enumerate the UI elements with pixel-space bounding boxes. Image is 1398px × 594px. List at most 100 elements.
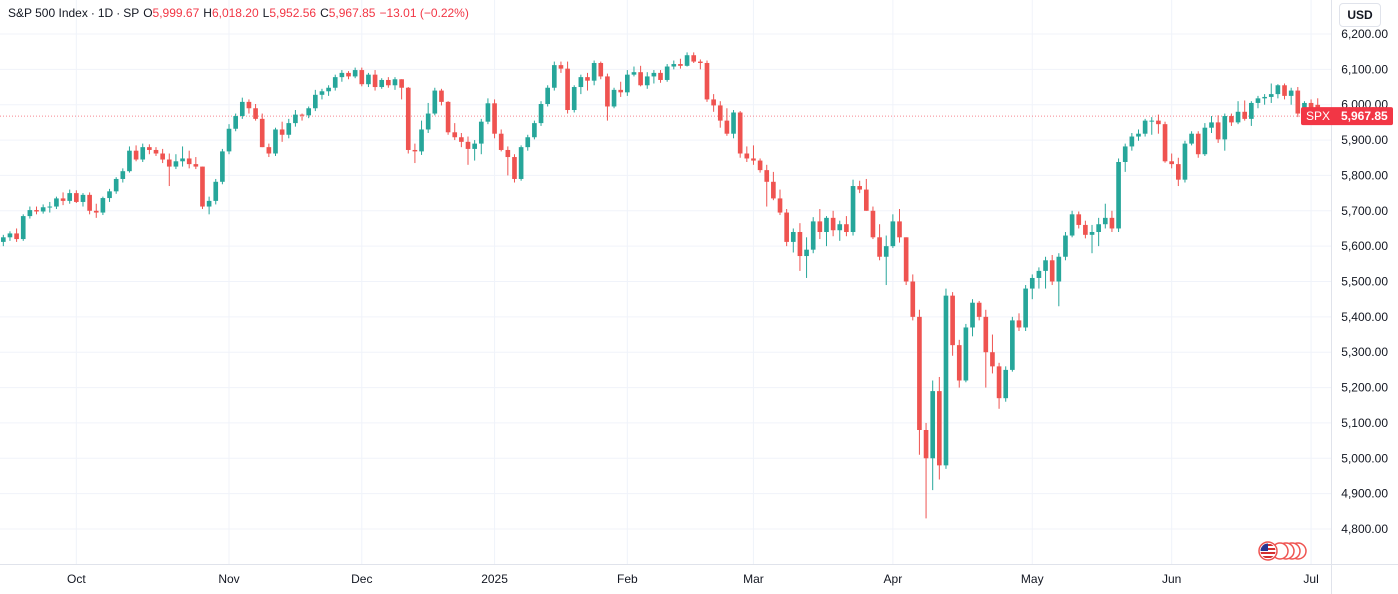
candle bbox=[671, 60, 677, 70]
candle bbox=[445, 101, 451, 135]
candle bbox=[571, 85, 577, 113]
candle-body bbox=[120, 171, 126, 179]
candle bbox=[1262, 94, 1267, 105]
candle-body bbox=[976, 302, 982, 317]
candle-body bbox=[1268, 94, 1274, 97]
candle bbox=[658, 70, 663, 83]
candle bbox=[359, 67, 365, 87]
candle bbox=[186, 150, 192, 169]
candle bbox=[1275, 84, 1281, 99]
candle-body bbox=[306, 108, 312, 116]
candle-body bbox=[1122, 146, 1128, 162]
candle bbox=[664, 64, 670, 82]
candle-body bbox=[485, 103, 491, 122]
x-tick-label: Jun bbox=[1162, 572, 1181, 586]
candle bbox=[1162, 121, 1168, 163]
y-tick-label: 4,800.00 bbox=[1341, 522, 1388, 536]
candle bbox=[498, 129, 504, 152]
candle bbox=[1043, 256, 1048, 289]
currency-button[interactable]: USD bbox=[1339, 3, 1381, 27]
candle-body bbox=[372, 74, 378, 88]
candle-body bbox=[1049, 260, 1055, 282]
candle-body bbox=[220, 151, 225, 182]
candle bbox=[319, 88, 325, 100]
candle-body bbox=[392, 79, 398, 86]
candle-body bbox=[830, 217, 836, 231]
candle bbox=[1255, 95, 1261, 109]
candle bbox=[1109, 210, 1115, 232]
candle-body bbox=[1202, 127, 1208, 155]
candle-body bbox=[213, 181, 219, 201]
candle-body bbox=[930, 391, 936, 459]
candle bbox=[757, 158, 763, 173]
candle bbox=[259, 113, 265, 148]
candle-body bbox=[1063, 235, 1068, 257]
candle-body bbox=[286, 123, 292, 135]
candle bbox=[917, 309, 922, 455]
candle bbox=[7, 231, 13, 241]
candle-body bbox=[638, 72, 643, 86]
candle bbox=[1229, 113, 1234, 126]
y-tick-label: 5,800.00 bbox=[1341, 168, 1388, 182]
candle-body bbox=[166, 159, 172, 167]
candle-body bbox=[273, 129, 278, 154]
low-value: 5,952.56 bbox=[269, 6, 317, 20]
candle-body bbox=[233, 116, 238, 129]
candle bbox=[1063, 232, 1068, 261]
candle bbox=[863, 178, 869, 211]
candle bbox=[1116, 158, 1121, 232]
candle bbox=[844, 216, 849, 237]
candle-body bbox=[744, 153, 750, 159]
candle-body bbox=[74, 193, 79, 202]
candle-body bbox=[259, 118, 265, 148]
candle bbox=[34, 206, 39, 215]
candle-body bbox=[40, 207, 46, 212]
candle-body bbox=[412, 149, 418, 152]
candle bbox=[286, 118, 292, 139]
candle bbox=[870, 206, 876, 240]
candle bbox=[127, 146, 132, 173]
candle bbox=[983, 309, 989, 388]
candle bbox=[1195, 131, 1201, 158]
candle-body bbox=[1116, 161, 1121, 229]
close-value: 5,967.85 bbox=[328, 6, 376, 20]
candle-body bbox=[810, 221, 816, 250]
candle bbox=[0, 234, 6, 247]
y-tick-label: 5,400.00 bbox=[1341, 310, 1388, 324]
candle bbox=[585, 72, 590, 91]
candle-body bbox=[571, 87, 577, 111]
candle-body bbox=[1235, 111, 1241, 123]
x-tick-label: 2025 bbox=[481, 572, 508, 586]
x-tick-label: May bbox=[1021, 572, 1044, 586]
candle-body bbox=[206, 200, 212, 207]
candle bbox=[784, 209, 789, 247]
candle bbox=[419, 120, 424, 155]
candle-body bbox=[1016, 320, 1022, 328]
price-axis[interactable]: 4,800.00 4,900.00 5,000.00 5,100.00 5,200.00… bbox=[1331, 0, 1389, 594]
interval-label[interactable]: 1D bbox=[97, 6, 114, 20]
candle bbox=[744, 146, 750, 162]
candle-body bbox=[127, 150, 132, 172]
candle bbox=[1083, 220, 1088, 239]
candle-body bbox=[1142, 120, 1148, 134]
candle bbox=[452, 123, 458, 141]
candle bbox=[1056, 253, 1062, 307]
time-axis[interactable]: Oct Nov Dec 2025 Feb Mar Apr May Jun Jul bbox=[0, 564, 1398, 587]
candle-body bbox=[890, 221, 896, 247]
candle-body bbox=[565, 68, 570, 111]
candle-body bbox=[897, 221, 902, 238]
candle-body bbox=[186, 158, 192, 165]
candle bbox=[1242, 100, 1248, 121]
candle-body bbox=[60, 198, 66, 201]
candle bbox=[332, 74, 338, 91]
candle-body bbox=[1056, 256, 1062, 282]
candle bbox=[764, 164, 770, 207]
candle bbox=[1036, 267, 1042, 289]
symbol-name[interactable]: S&P 500 Index bbox=[8, 6, 88, 20]
us-flag-events-icon[interactable] bbox=[1256, 541, 1308, 561]
candle-body bbox=[903, 237, 909, 282]
x-tick-label: Dec bbox=[351, 572, 372, 586]
candle bbox=[1149, 117, 1155, 135]
candle-body bbox=[1229, 116, 1234, 123]
